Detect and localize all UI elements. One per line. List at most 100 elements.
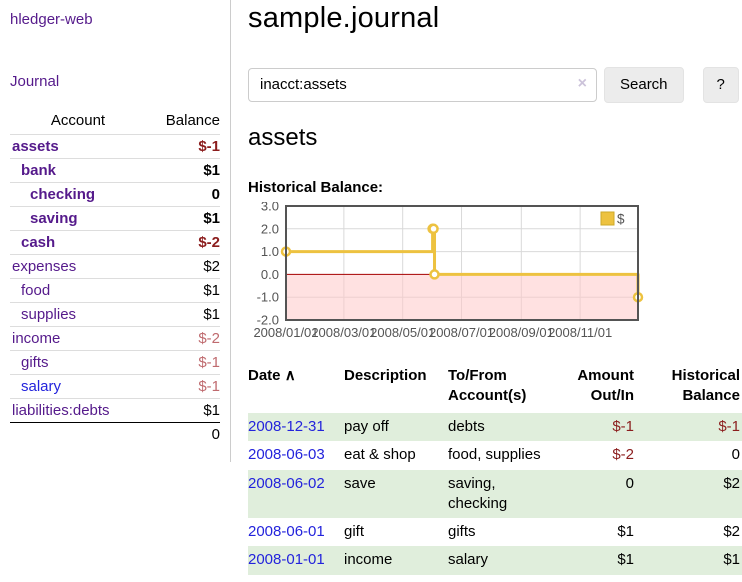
accounts-total-row: 0: [10, 422, 220, 446]
y-tick-label: 2.0: [261, 221, 279, 236]
transaction-balance: $-1: [718, 418, 740, 436]
account-row: food $1: [10, 278, 220, 303]
search-button[interactable]: Search: [604, 66, 684, 103]
accounts-header-account: Account: [50, 112, 106, 129]
transaction-date-link[interactable]: 2008-12-31: [248, 418, 325, 436]
account-balance: $1: [145, 158, 220, 183]
legend-swatch: [600, 211, 615, 226]
account-balance: 0: [145, 182, 220, 207]
transaction-amount: $1: [617, 551, 634, 569]
sidebar-item-journal[interactable]: Journal: [10, 73, 60, 90]
account-link[interactable]: liabilities:debts: [12, 402, 110, 419]
transaction-description: eat & shop: [344, 446, 416, 464]
transaction-date-link[interactable]: 2008-01-01: [248, 551, 325, 569]
register-header-accounts[interactable]: To/From Account(s): [448, 366, 527, 404]
transaction-description: save: [344, 474, 376, 492]
account-name-cell: gifts: [10, 350, 146, 375]
transaction-accounts: saving, checking: [448, 474, 508, 512]
x-tick-label: 2008/07/01: [429, 325, 494, 340]
register-table: Date ∧ Description To/From Account(s) Am…: [248, 364, 742, 575]
transaction-balance: 0: [731, 446, 740, 464]
register-header-row: Date ∧ Description To/From Account(s) Am…: [248, 364, 742, 414]
accounts-header-balance: Balance: [165, 112, 220, 129]
main-content: sample.journal × Search ? assets Histori…: [231, 0, 742, 575]
register-header-balance[interactable]: Historical Balance: [671, 366, 740, 404]
transaction-date-cell: 2008-06-01: [248, 518, 344, 546]
sidebar: hledger-web Journal Account Balance asse…: [0, 0, 231, 462]
account-row: liabilities:debts $1: [10, 398, 220, 423]
account-row: bank $1: [10, 158, 220, 183]
x-tick-label: 2008/11/01: [548, 325, 612, 340]
sort-ascending-icon: ∧: [284, 366, 296, 384]
account-name-cell: saving: [10, 206, 146, 231]
search-input[interactable]: [248, 67, 597, 102]
transaction-date-link[interactable]: 2008-06-01: [248, 523, 325, 541]
search-form: × Search ?: [248, 66, 742, 103]
transaction-accounts: food, supplies: [448, 446, 541, 464]
transaction-description: income: [344, 551, 393, 569]
account-link[interactable]: salary: [21, 378, 62, 395]
transaction-date-cell: 2008-06-02: [248, 470, 344, 519]
transaction-description: gift: [344, 523, 365, 541]
account-link[interactable]: bank: [21, 162, 57, 179]
register-header-amount[interactable]: Amount Out/In: [577, 366, 634, 404]
account-heading: assets: [248, 123, 318, 151]
accounts-header-row: Account Balance: [10, 109, 220, 135]
register-header-description[interactable]: Description: [344, 366, 427, 384]
app-title-link[interactable]: hledger-web: [10, 11, 93, 28]
account-name-cell: income: [10, 326, 146, 351]
transaction-date-link[interactable]: 2008-06-03: [248, 446, 325, 464]
account-link[interactable]: expenses: [12, 258, 77, 275]
historical-balance-chart[interactable]: 3.0 2.0 1.0 0.0 -1.0 -2.0 2008/01/01 2008/03/01…: [248, 202, 742, 345]
transaction-date-link[interactable]: 2008-06-02: [248, 474, 325, 492]
x-tick-label: 2008/01/01: [253, 325, 318, 340]
clear-search-icon[interactable]: ×: [577, 74, 587, 92]
y-tick-label: 1.0: [261, 244, 279, 259]
transaction-date-cell: 2008-12-31: [248, 413, 344, 441]
account-link[interactable]: saving: [30, 210, 78, 227]
account-balance: $1: [145, 398, 220, 423]
account-row: checking 0: [10, 182, 220, 207]
account-link[interactable]: cash: [21, 234, 56, 251]
data-point-marker[interactable]: [429, 268, 440, 280]
page-title: sample.journal: [248, 2, 440, 34]
account-link[interactable]: food: [21, 282, 51, 299]
transaction-accounts: debts: [448, 418, 485, 436]
balance-chart-svg: 3.0 2.0 1.0 0.0 -1.0 -2.02008/01/012008/03/01…: [253, 202, 644, 340]
transaction-row: 2008-06-02 save saving, checking 0 $2: [248, 469, 742, 519]
account-name-cell: liabilities:debts: [10, 398, 146, 423]
transaction-amount: $-2: [612, 446, 634, 464]
negative-region: [286, 274, 638, 320]
account-name-cell: bank: [10, 158, 146, 183]
plot-border: [285, 204, 639, 321]
account-link[interactable]: assets: [12, 138, 59, 155]
y-tick-label: 3.0: [261, 202, 279, 214]
account-balance: $-2: [145, 230, 220, 255]
account-balance: $-1: [145, 134, 220, 159]
transaction-balance: $2: [723, 523, 740, 541]
account-name-cell: expenses: [10, 254, 146, 279]
help-button[interactable]: ?: [702, 66, 739, 103]
transaction-date-cell: 2008-01-01: [248, 546, 344, 574]
transaction-row: 2008-06-01 gift gifts $1 $2: [248, 518, 742, 546]
account-balance: $-1: [145, 350, 220, 375]
search-box: ×: [248, 67, 597, 102]
register-header-date[interactable]: Date ∧: [248, 364, 344, 414]
accounts-table: Account Balance assets $-1 bank $1 checking 0…: [10, 109, 220, 446]
transaction-amount: $-1: [612, 418, 634, 436]
accounts-total-spacer: [10, 422, 146, 446]
data-point-marker[interactable]: [428, 223, 439, 234]
account-link[interactable]: income: [12, 330, 61, 347]
transaction-accounts: salary: [448, 551, 489, 569]
account-link[interactable]: gifts: [21, 354, 49, 371]
y-tick-label: -2.0: [257, 312, 279, 327]
transaction-row: 2008-12-31 pay off debts $-1 $-1: [248, 413, 742, 442]
account-link[interactable]: checking: [30, 186, 96, 203]
account-name-cell: assets: [10, 134, 146, 159]
account-row: expenses $2: [10, 254, 220, 279]
x-tick-label: 2008/09/01: [489, 325, 554, 340]
accounts-total-value: 0: [145, 422, 220, 446]
account-balance: $1: [145, 278, 220, 303]
account-link[interactable]: supplies: [21, 306, 77, 323]
account-balance: $-1: [145, 374, 220, 399]
